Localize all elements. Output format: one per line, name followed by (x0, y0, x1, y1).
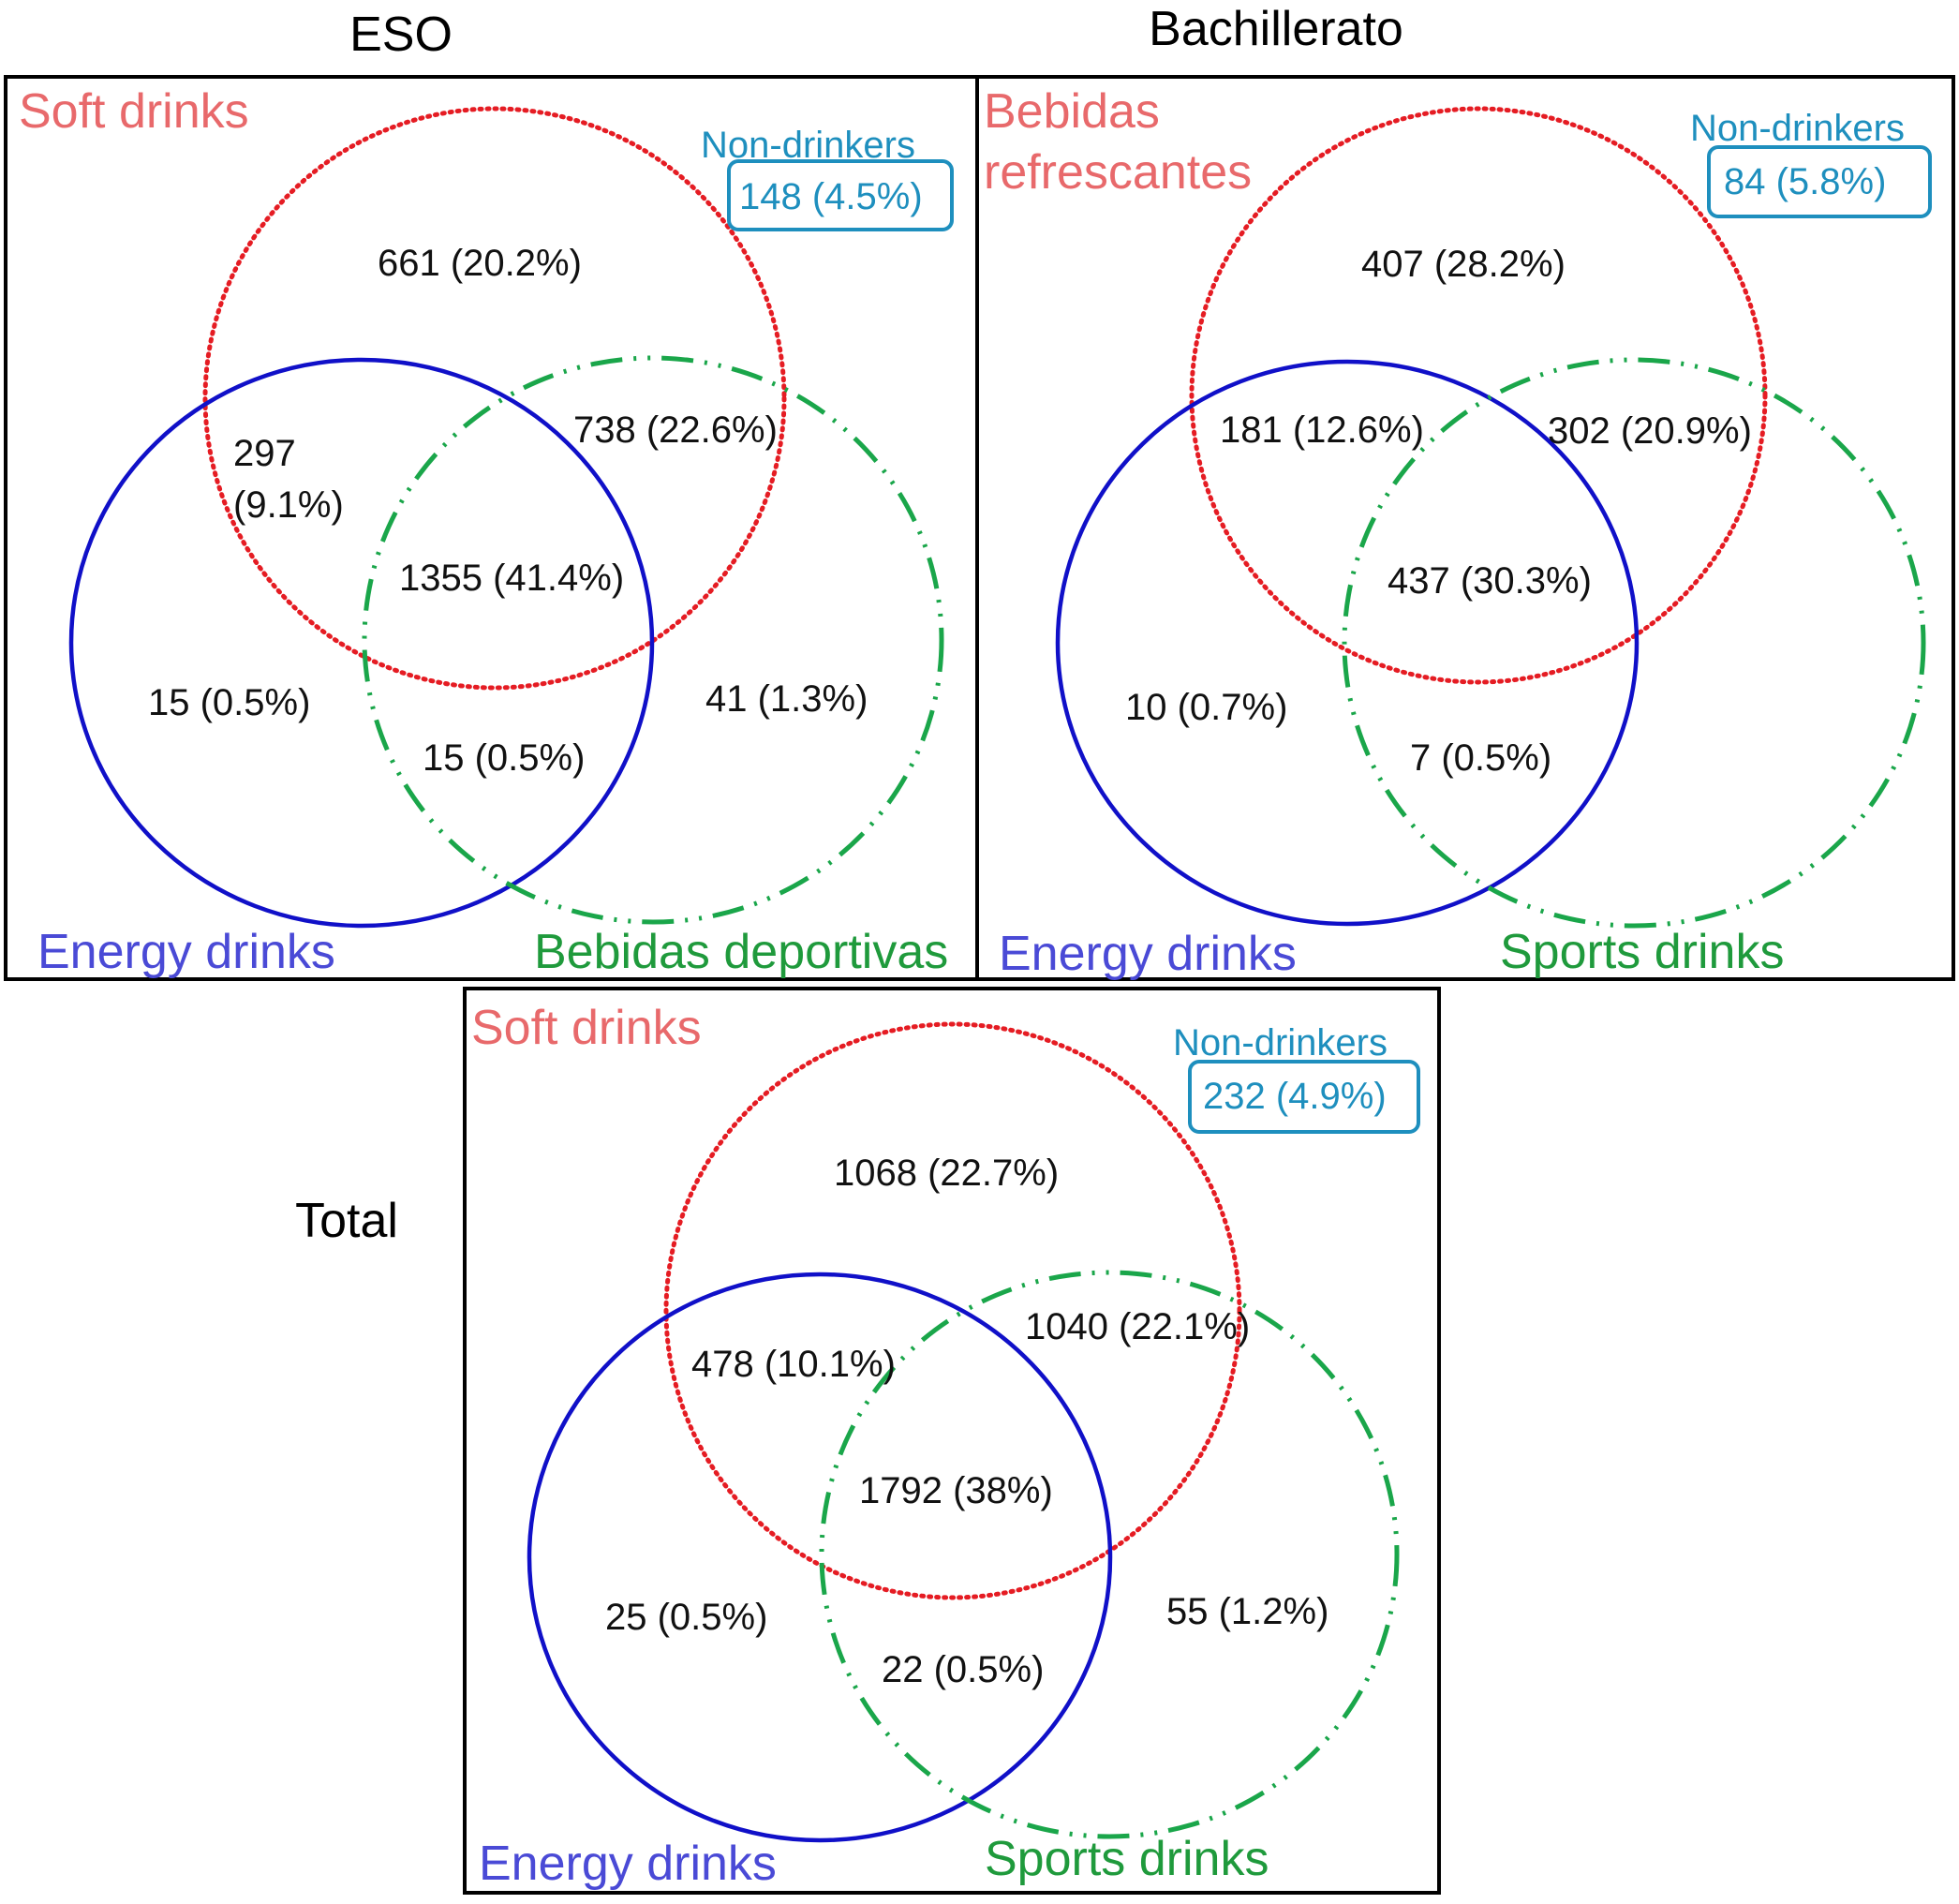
total-sports-drinks-label: Sports drinks (985, 1832, 1269, 1886)
total-region-sports-only: 55 (1.2%) (1166, 1591, 1328, 1632)
bach-region-soft-only: 407 (28.2%) (1361, 244, 1566, 285)
bach-non-drinkers: Non-drinkers 84 (5.8%) (1690, 108, 1932, 218)
bach-energy-drinks-label: Energy drinks (999, 927, 1297, 981)
total-soft-drinks-label: Soft drinks (471, 1001, 702, 1055)
eso-sports-drinks-label: Bebidas deportivas (534, 925, 948, 979)
eso-sports-drinks-circle (362, 355, 944, 925)
bach-non-drinkers-label: Non-drinkers (1690, 108, 1905, 149)
total-region-soft-sports: 1040 (22.1%) (1025, 1306, 1250, 1347)
total-non-drinkers-value: 232 (4.9%) (1203, 1076, 1387, 1117)
panel-bachillerato-title: Bachillerato (1149, 2, 1403, 56)
total-non-drinkers: Non-drinkers 232 (4.9%) (1173, 1022, 1420, 1134)
total-sports-drinks-circle (819, 1270, 1400, 1839)
bach-region-soft-energy: 181 (12.6%) (1220, 409, 1424, 451)
bach-region-energy-only: 10 (0.7%) (1125, 687, 1287, 728)
eso-energy-drinks-label: Energy drinks (37, 925, 335, 979)
eso-region-all-three: 1355 (41.4%) (399, 558, 624, 599)
eso-region-soft-energy-percent: (9.1%) (233, 484, 344, 526)
eso-soft-drinks-label: Soft drinks (19, 84, 249, 139)
eso-region-soft-sports: 738 (22.6%) (573, 409, 778, 451)
eso-region-soft-energy-count: 297 (233, 433, 296, 474)
bach-soft-drinks-circle (1189, 106, 1768, 685)
bach-region-soft-sports: 302 (20.9%) (1548, 410, 1752, 452)
bach-energy-drinks-circle (1055, 359, 1640, 927)
eso-region-sports-only: 41 (1.3%) (705, 678, 868, 720)
total-region-all-three: 1792 (38%) (859, 1470, 1053, 1511)
total-non-drinkers-label: Non-drinkers (1173, 1022, 1388, 1064)
eso-non-drinkers-value: 148 (4.5%) (739, 176, 923, 217)
panel-total-frame (463, 987, 1441, 1895)
eso-non-drinkers-box (727, 159, 954, 231)
total-non-drinkers-box (1188, 1060, 1420, 1134)
panel-eso-title: ESO (349, 7, 453, 62)
panel-total: Total Soft drinks Energy drinks Sports d… (295, 987, 1441, 1895)
eso-non-drinkers-label: Non-drinkers (701, 125, 915, 166)
bach-sports-drinks-label: Sports drinks (1500, 925, 1784, 979)
total-region-energy-sports: 22 (0.5%) (882, 1649, 1044, 1690)
eso-region-energy-only: 15 (0.5%) (148, 682, 310, 723)
bach-region-all-three: 437 (30.3%) (1388, 560, 1592, 602)
bach-sports-drinks-circle (1342, 357, 1926, 929)
eso-soft-drinks-circle (202, 106, 787, 691)
panel-eso: ESO Soft drinks Energy drinks Bebidas de… (4, 7, 979, 981)
bach-region-energy-sports: 7 (0.5%) (1410, 737, 1551, 779)
bach-soft-drinks-label-line2: refrescantes (984, 145, 1252, 200)
panel-bachillerato-frame (975, 75, 1955, 981)
eso-energy-drinks-circle (68, 357, 655, 929)
bach-non-drinkers-value: 84 (5.8%) (1724, 161, 1886, 202)
bach-non-drinkers-box (1707, 145, 1932, 218)
eso-region-soft-only: 661 (20.2%) (378, 243, 582, 284)
total-region-soft-only: 1068 (22.7%) (834, 1153, 1059, 1194)
eso-non-drinkers: Non-drinkers 148 (4.5%) (701, 125, 954, 231)
total-soft-drinks-circle (663, 1021, 1242, 1600)
total-region-energy-only: 25 (0.5%) (605, 1597, 767, 1638)
panel-bachillerato: Bachillerato Bebidas refrescantes Energy… (975, 2, 1955, 981)
bach-soft-drinks-label-line1: Bebidas (984, 84, 1160, 139)
total-energy-drinks-label: Energy drinks (479, 1837, 777, 1891)
total-region-soft-energy: 478 (10.1%) (691, 1344, 896, 1385)
panel-total-title: Total (295, 1194, 398, 1248)
total-energy-drinks-circle (527, 1272, 1113, 1843)
eso-region-energy-sports: 15 (0.5%) (423, 737, 585, 779)
